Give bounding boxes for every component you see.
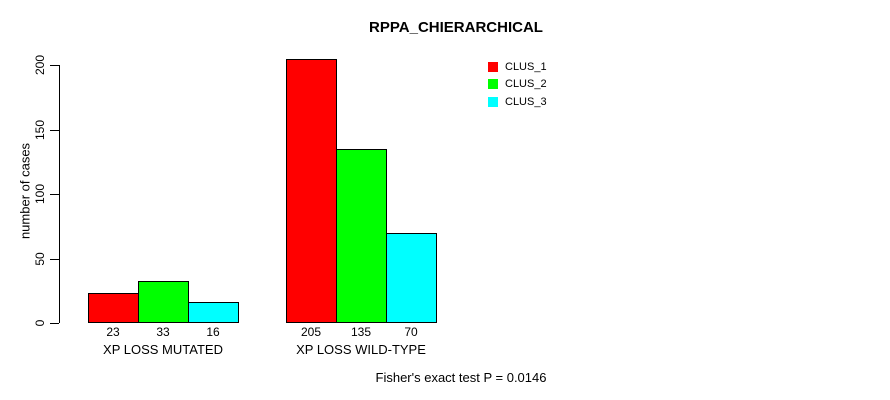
y-axis-tick-label: 50 [33, 252, 47, 266]
legend-swatch-clus_3 [488, 97, 498, 107]
legend-label-clus_1: CLUS_1 [505, 61, 547, 73]
y-axis-tick-label: 200 [33, 54, 47, 76]
bar-value-label: 33 [156, 325, 170, 339]
bar-value-label: 205 [300, 325, 322, 339]
y-axis-tick [50, 65, 59, 66]
bar-value-label: 16 [206, 325, 220, 339]
x-category-label: XP LOSS MUTATED [103, 342, 223, 357]
bar-clus_2-group1 [138, 281, 189, 323]
bar-clus_1-group1 [88, 293, 139, 323]
x-category-label: XP LOSS WILD-TYPE [296, 342, 426, 357]
y-axis-line [59, 65, 60, 323]
y-axis-tick [50, 130, 59, 131]
y-axis-tick [50, 323, 59, 324]
y-axis-tick-label: 100 [33, 183, 47, 205]
bar-value-label: 135 [350, 325, 372, 339]
chart-title: RPPA_CHIERARCHICAL [369, 19, 543, 36]
bar-clus_1-group2 [286, 59, 337, 323]
bar-clus_2-group2 [336, 149, 387, 323]
bar-clus_3-group2 [386, 233, 437, 323]
fisher-test-annotation: Fisher's exact test P = 0.0146 [375, 370, 547, 385]
y-axis-tick-label: 0 [33, 319, 47, 327]
bar-value-label: 70 [404, 325, 418, 339]
legend-swatch-clus_2 [488, 79, 498, 89]
y-axis-title: number of cases [17, 142, 33, 240]
bar-value-label: 23 [106, 325, 120, 339]
bar-clus_3-group1 [188, 302, 239, 323]
y-axis-tick [50, 194, 59, 195]
legend-label-clus_3: CLUS_3 [505, 96, 547, 108]
legend-label-clus_2: CLUS_2 [505, 78, 547, 90]
y-axis-tick-label: 150 [33, 119, 47, 141]
y-axis-tick [50, 259, 59, 260]
legend-swatch-clus_1 [488, 62, 498, 72]
